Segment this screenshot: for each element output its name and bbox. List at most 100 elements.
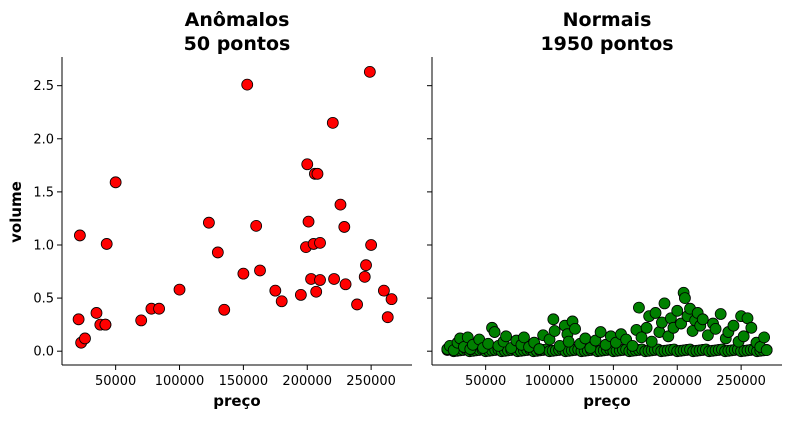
data-point: [360, 259, 372, 272]
data-point: [294, 289, 307, 301]
x-tick-label: 150000: [219, 374, 269, 389]
data-point: [696, 313, 709, 326]
y-tick-label: 0.5: [33, 292, 54, 307]
y-tick-label: 1.0: [33, 238, 54, 253]
data-point: [314, 236, 326, 249]
data-point: [79, 332, 91, 345]
data-point: [339, 278, 352, 291]
data-point: [254, 264, 266, 277]
data-point: [363, 65, 376, 78]
y-tick-label: 1.5: [33, 185, 54, 200]
x-tick-label: 200000: [652, 374, 702, 389]
x-tick-label: 200000: [282, 374, 332, 389]
x-tick-label: 250000: [716, 374, 766, 389]
ticks-layer: 50000 100000 150000 200000 250000 0.0 0.5 1.0 1.…: [33, 79, 396, 389]
data-point: [745, 321, 758, 334]
data-point: [488, 326, 501, 338]
data-point: [381, 311, 394, 324]
data-point: [218, 303, 231, 316]
x-tick-label: 150000: [589, 374, 639, 389]
data-point: [109, 176, 122, 189]
data-point: [589, 334, 602, 347]
data-point: [562, 335, 575, 348]
data-point: [237, 267, 250, 280]
data-point: [635, 331, 648, 344]
data-point: [153, 302, 165, 315]
y-tick-label: 0.0: [33, 345, 54, 360]
data-point: [135, 314, 148, 327]
axes-layer: [61, 57, 412, 366]
data-point: [714, 308, 727, 320]
title-line1: Normais: [563, 9, 652, 31]
data-point: [702, 329, 714, 342]
data-point: [275, 295, 288, 308]
data-point: [377, 284, 390, 297]
data-point: [365, 239, 378, 251]
data-point: [202, 216, 215, 229]
data-point: [737, 330, 750, 343]
data-point: [640, 321, 653, 334]
data-point: [547, 313, 560, 326]
data-point: [99, 318, 112, 331]
data-point: [328, 273, 340, 285]
data-point: [310, 285, 323, 298]
points-layer: [72, 65, 398, 349]
data-point: [758, 331, 771, 344]
data-point: [100, 238, 113, 250]
data-point: [351, 298, 363, 311]
x-tick-label: 100000: [155, 374, 205, 389]
panel-anomalos: Anômalos 50 pontos 50000 100000 150000 2000…: [7, 9, 412, 410]
data-point: [358, 270, 371, 283]
data-point: [594, 326, 607, 338]
title-line2: 1950 pontos: [540, 33, 673, 55]
x-tick-label: 250000: [346, 374, 396, 389]
data-point: [675, 317, 687, 330]
data-point: [311, 167, 324, 180]
data-point: [518, 331, 530, 344]
data-point: [314, 274, 326, 286]
data-point: [72, 313, 85, 326]
axes-layer: [431, 57, 782, 366]
data-point: [211, 246, 224, 259]
data-point: [326, 116, 339, 129]
data-point: [645, 335, 658, 348]
data-point: [662, 330, 675, 343]
data-point: [760, 344, 773, 357]
x-tick-label: 100000: [525, 374, 575, 389]
y-tick-label: 2.0: [33, 132, 54, 147]
title-line2: 50 pontos: [184, 33, 291, 55]
data-point: [679, 292, 691, 304]
data-point: [626, 339, 639, 352]
title-line1: Anômalos: [185, 9, 290, 31]
x-axis-label: preço: [583, 392, 631, 410]
y-axis-label: volume: [7, 181, 25, 243]
data-point: [338, 221, 351, 233]
panel-normais: Normais 1950 pontos 50000 100000 150000 200…: [427, 9, 782, 410]
data-point: [548, 325, 561, 337]
data-point: [301, 158, 314, 171]
data-point: [633, 301, 645, 314]
data-point: [241, 78, 254, 91]
data-point: [173, 283, 186, 296]
data-point: [543, 333, 556, 346]
data-point: [649, 307, 662, 319]
x-tick-label: 50000: [95, 374, 136, 389]
data-point: [385, 293, 398, 306]
x-axis-label: preço: [213, 392, 261, 410]
data-point: [533, 343, 546, 355]
data-point: [302, 215, 315, 228]
data-point: [658, 297, 671, 310]
data-point: [671, 304, 684, 317]
data-point: [482, 337, 495, 350]
ticks-layer: 50000 100000 150000 200000 250000: [427, 85, 766, 389]
data-point: [334, 198, 347, 211]
y-tick-label: 2.5: [33, 79, 54, 94]
data-point: [500, 330, 512, 343]
data-point: [709, 322, 722, 335]
points-layer: [441, 286, 773, 358]
data-point: [569, 322, 581, 335]
data-point: [727, 319, 740, 332]
data-point: [250, 219, 263, 232]
